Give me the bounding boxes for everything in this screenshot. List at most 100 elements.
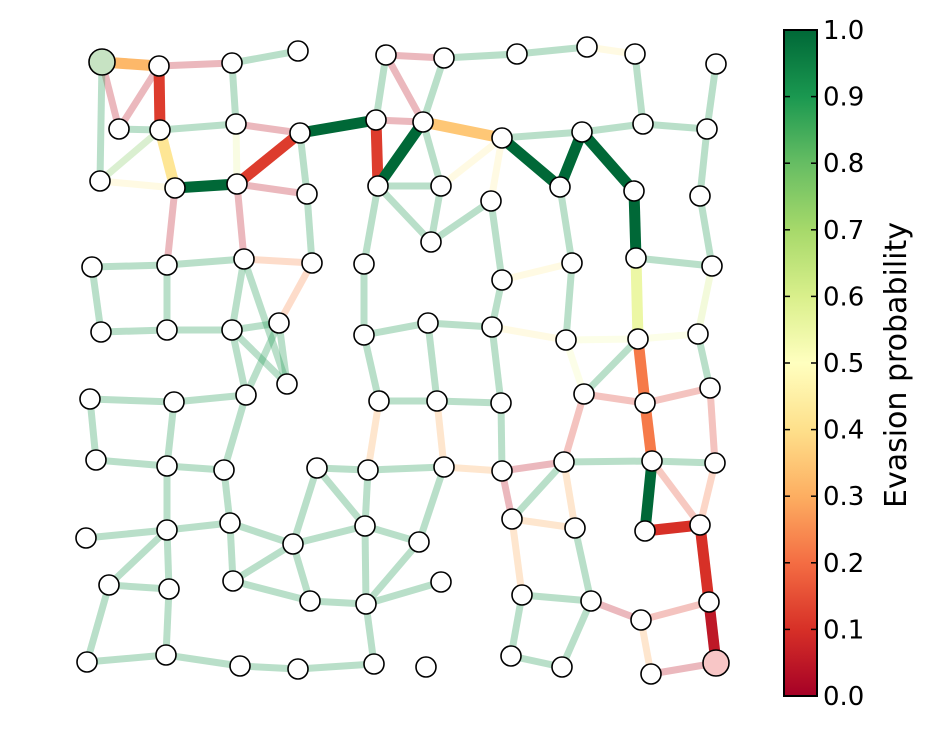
graph-edge bbox=[635, 254, 713, 270]
end-node bbox=[702, 649, 730, 677]
graph-edge bbox=[382, 53, 427, 124]
graph-node bbox=[108, 118, 130, 140]
graph-edge bbox=[233, 183, 248, 260]
graph-node bbox=[551, 656, 573, 678]
graph-node bbox=[156, 519, 178, 541]
graph-edge bbox=[498, 133, 564, 192]
graph-edge bbox=[694, 524, 715, 603]
graph-edge bbox=[297, 660, 375, 673]
graph-edge bbox=[361, 525, 370, 605]
graph-edge bbox=[438, 135, 505, 189]
graph-node bbox=[417, 312, 439, 334]
graph-edge bbox=[415, 465, 448, 544]
graph-edge bbox=[292, 522, 366, 548]
graph-node bbox=[549, 176, 571, 198]
graph-node bbox=[687, 323, 709, 345]
colorbar-tick-label: 0.0 bbox=[823, 682, 864, 712]
colorbar-ticks: 0.0 0.1 0.2 0.3 0.4 0.5 0.6 0.7 0.8 0.9 1.0 bbox=[784, 16, 864, 712]
graph-nodes bbox=[75, 36, 730, 685]
graph-node bbox=[634, 392, 656, 414]
colorbar-tick-label: 0.6 bbox=[823, 282, 864, 312]
graph-node bbox=[287, 40, 309, 62]
graph-node bbox=[368, 390, 390, 412]
graph-edge bbox=[83, 584, 113, 663]
start-node bbox=[88, 48, 116, 76]
graph-node bbox=[571, 121, 593, 143]
graph-node bbox=[491, 127, 513, 149]
graph-edge bbox=[158, 59, 233, 70]
graph-node bbox=[219, 512, 241, 534]
graph-edge bbox=[165, 651, 241, 670]
graph-node bbox=[221, 52, 243, 74]
graph-node bbox=[501, 508, 523, 530]
graph-node bbox=[632, 113, 654, 135]
graph-node bbox=[553, 451, 575, 473]
graph-edge bbox=[424, 322, 441, 402]
graph-node bbox=[480, 190, 502, 212]
graph-node bbox=[430, 571, 452, 593]
graph-edge bbox=[372, 54, 390, 121]
graph-edge bbox=[159, 120, 237, 134]
graph-node bbox=[430, 175, 452, 197]
graph-node bbox=[222, 570, 244, 592]
graph-node bbox=[355, 593, 377, 615]
graph-edge bbox=[419, 121, 445, 187]
graph-edge bbox=[373, 118, 428, 190]
graph-node bbox=[353, 324, 375, 346]
graph-edge bbox=[360, 185, 382, 265]
graph-node bbox=[481, 316, 503, 338]
graph-node bbox=[301, 252, 323, 274]
graph-node bbox=[555, 329, 577, 351]
graph-edge bbox=[163, 187, 179, 266]
graph-node bbox=[564, 517, 586, 539]
colorbar-tick-label: 0.9 bbox=[823, 83, 864, 113]
colorbar-tick-label: 0.4 bbox=[823, 416, 864, 446]
graph-edge bbox=[630, 257, 644, 340]
graph-node bbox=[75, 527, 97, 549]
graph-edge bbox=[367, 463, 445, 474]
graph-node bbox=[158, 578, 180, 600]
graph-node bbox=[573, 383, 595, 405]
graph-edge bbox=[231, 47, 299, 67]
graph-edge bbox=[95, 456, 168, 470]
graph-edge bbox=[303, 193, 316, 264]
graph-node bbox=[491, 269, 513, 291]
graph-node bbox=[623, 180, 645, 202]
graph-node bbox=[163, 391, 185, 413]
graph-edge bbox=[556, 186, 576, 264]
graph-node bbox=[299, 590, 321, 612]
graph-edge bbox=[97, 127, 163, 184]
graph-edge bbox=[363, 319, 429, 339]
graph-edge bbox=[86, 651, 167, 666]
graph-node bbox=[354, 515, 376, 537]
graph-edge bbox=[560, 393, 588, 463]
graph-edge bbox=[696, 128, 711, 197]
graph-edge bbox=[563, 457, 653, 466]
graph-node bbox=[580, 590, 602, 612]
graph-node bbox=[705, 53, 727, 75]
graph-edge bbox=[365, 578, 442, 608]
graph-node bbox=[156, 455, 178, 477]
graph-edge bbox=[116, 64, 162, 131]
graph-node bbox=[627, 328, 649, 350]
graph-edge bbox=[243, 255, 313, 267]
graph-edge bbox=[162, 588, 173, 656]
graph-edge bbox=[565, 335, 639, 344]
colorbar-tick-label: 0.5 bbox=[823, 349, 864, 379]
graph-node bbox=[624, 43, 646, 65]
graph-node bbox=[433, 456, 455, 478]
graph-edge bbox=[232, 577, 311, 605]
colorbar-tick-label: 0.2 bbox=[823, 549, 864, 579]
graph-edge bbox=[220, 394, 250, 471]
graph-edge bbox=[501, 128, 583, 142]
graph-node bbox=[490, 392, 512, 414]
graph-node bbox=[233, 248, 255, 270]
graph-node bbox=[561, 252, 583, 274]
graph-edge bbox=[491, 323, 567, 344]
graph-node bbox=[420, 231, 442, 253]
graph-node bbox=[289, 122, 311, 144]
graph-edge bbox=[231, 541, 295, 584]
graph-edge bbox=[275, 261, 316, 325]
graph-edge bbox=[364, 400, 383, 471]
graph-edge bbox=[106, 527, 170, 588]
